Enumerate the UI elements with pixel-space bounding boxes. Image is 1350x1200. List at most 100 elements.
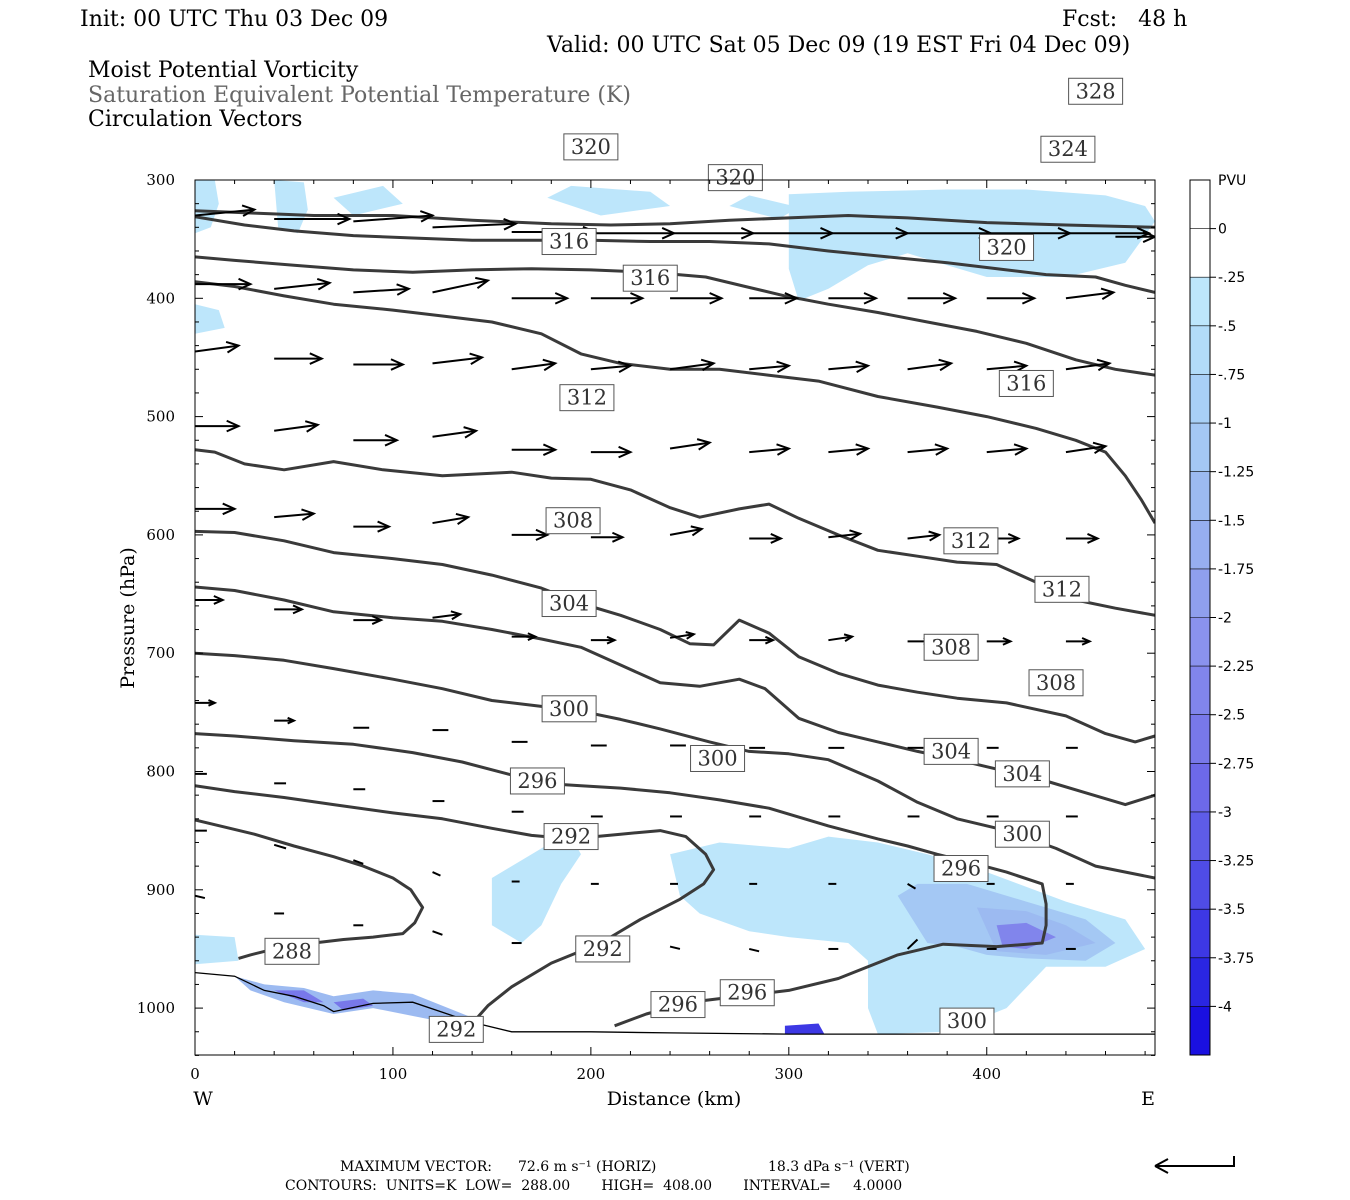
colorbar-swatch-2 <box>1190 277 1210 326</box>
pv-colorbar: 0 -.25 -.5 -.75 -1 -1.25 -1.5 -1.75 -2 -2.25 -2.5 -… <box>1189 179 1254 1056</box>
circulation-vector-3 <box>432 218 519 231</box>
pv-shade-region-14 <box>274 990 324 1003</box>
colorbar-level-8: -2 <box>1218 611 1232 627</box>
circulation-vector-6 <box>670 227 756 240</box>
circulation-vector-35 <box>986 360 1029 373</box>
circulation-vector-57 <box>828 529 863 541</box>
circulation-vector-99 <box>353 859 364 865</box>
svg-text:304: 304 <box>1002 762 1042 786</box>
circulation-vector-44 <box>749 443 792 456</box>
circulation-vector-24 <box>1065 287 1116 300</box>
colorbar-level-4: -1 <box>1218 416 1232 432</box>
colorbar-level-2: -.5 <box>1218 319 1236 335</box>
contour-label-324-0: 324 <box>1040 135 1096 163</box>
circulation-vector-74 <box>274 716 297 725</box>
pv-shade-region-5 <box>729 195 799 219</box>
svg-text:292: 292 <box>583 937 623 961</box>
circulation-vector-73 <box>195 699 218 707</box>
contour-label-308-0: 308 <box>545 507 601 535</box>
y-tick-label-1000: 1000 <box>137 999 175 1017</box>
circulation-vector-12 <box>1115 230 1155 243</box>
circulation-vector-33 <box>828 360 871 373</box>
contour-label-308-2: 308 <box>1028 669 1084 697</box>
pv-shade-region-15 <box>333 998 374 1011</box>
circulation-vector-28 <box>432 352 485 365</box>
circulation-vector-30 <box>590 360 633 373</box>
y-tick-label-900: 900 <box>146 881 175 899</box>
x-tick-label-100: 100 <box>379 1065 408 1083</box>
field-label-thetaes: Saturation Equivalent Potential Temperat… <box>88 83 631 108</box>
x-tick-label-400: 400 <box>972 1065 1001 1083</box>
circulation-vector-115 <box>669 945 681 950</box>
y-tick-label-700: 700 <box>146 644 175 662</box>
svg-text:328: 328 <box>1076 79 1116 103</box>
contour-label-312-1: 312 <box>943 527 999 555</box>
circulation-vector-68 <box>749 635 776 645</box>
contour-label-304-2: 304 <box>994 760 1050 788</box>
contour-label-328-0: 328 <box>1068 77 1124 105</box>
contour-316 <box>195 280 1155 524</box>
circulation-vector-31 <box>669 358 717 372</box>
circulation-vector-48 <box>1065 441 1108 455</box>
circulation-vector-22 <box>907 292 958 305</box>
pv-shade-region-16 <box>784 1023 825 1035</box>
contour-label-296-0: 296 <box>509 767 565 795</box>
circulation-vector-47 <box>986 443 1029 456</box>
contour-label-300-0: 300 <box>541 695 597 723</box>
colorbar-swatch-10 <box>1190 666 1210 715</box>
circulation-vector-60 <box>1065 533 1101 544</box>
circulation-vector-116 <box>748 947 760 953</box>
forecast-hour: Fcst: 48 h <box>1062 7 1187 32</box>
y-tick-label-800: 800 <box>146 763 175 781</box>
svg-text:316: 316 <box>1006 371 1046 395</box>
circulation-vector-42 <box>590 445 633 459</box>
circulation-vector-38 <box>274 420 321 433</box>
circulation-vector-13 <box>195 277 253 291</box>
circulation-vector-71 <box>986 637 1013 646</box>
x-end-label-east: E <box>1141 1088 1155 1110</box>
plot-frame <box>194 179 1156 1056</box>
colorbar-level-16: -4 <box>1218 999 1232 1015</box>
svg-text:292: 292 <box>436 1017 476 1041</box>
circulation-vector-23 <box>986 292 1037 305</box>
circulation-vector-63 <box>353 615 384 625</box>
contour-label-316-1: 316 <box>622 264 678 292</box>
circulation-vector-69 <box>828 633 855 643</box>
circulation-vector-58 <box>907 530 942 542</box>
x-tick-label-0: 0 <box>190 1065 200 1083</box>
circulation-vector-65 <box>511 632 538 641</box>
circulation-vector-1 <box>274 212 352 226</box>
circulation-vector-100 <box>432 871 441 877</box>
circulation-vector-41 <box>511 443 558 456</box>
circulation-vector-64 <box>432 610 463 621</box>
circulation-vector-62 <box>274 604 305 615</box>
circulation-vector-40 <box>432 426 479 439</box>
colorbar-level-10: -2.5 <box>1218 708 1245 724</box>
contour-300 <box>195 651 1155 880</box>
contour-324 <box>195 215 1155 294</box>
circulation-vector-52 <box>432 512 471 525</box>
contour-label-304-1: 304 <box>923 737 979 765</box>
y-tick-label-300: 300 <box>146 171 175 189</box>
contour-label-320-1: 320 <box>707 164 763 192</box>
contour-308 <box>195 529 1155 744</box>
reference-vector-icon <box>1154 1156 1235 1174</box>
circulation-vector-18 <box>590 292 645 305</box>
contour-label-320-2: 320 <box>979 233 1035 261</box>
contour-info: CONTOURS: UNITS=K LOW= 288.00 HIGH= 408.… <box>285 1178 902 1194</box>
circulation-vector-61 <box>195 595 226 605</box>
contour-label-316-2: 316 <box>998 369 1054 397</box>
circulation-vector-36 <box>1065 358 1112 372</box>
circulation-vector-45 <box>828 443 871 456</box>
colorbar-swatch-7 <box>1190 520 1210 569</box>
circulation-vector-29 <box>511 358 558 372</box>
colorbar-swatch-17 <box>1190 1006 1210 1055</box>
svg-text:296: 296 <box>658 993 698 1017</box>
colorbar-level-6: -1.5 <box>1218 513 1245 529</box>
colorbar-units: PVU <box>1218 173 1246 189</box>
circulation-vector-5 <box>590 227 677 240</box>
colorbar-swatch-8 <box>1190 568 1210 618</box>
colorbar-swatch-9 <box>1190 617 1210 667</box>
circulation-vector-54 <box>590 531 625 543</box>
